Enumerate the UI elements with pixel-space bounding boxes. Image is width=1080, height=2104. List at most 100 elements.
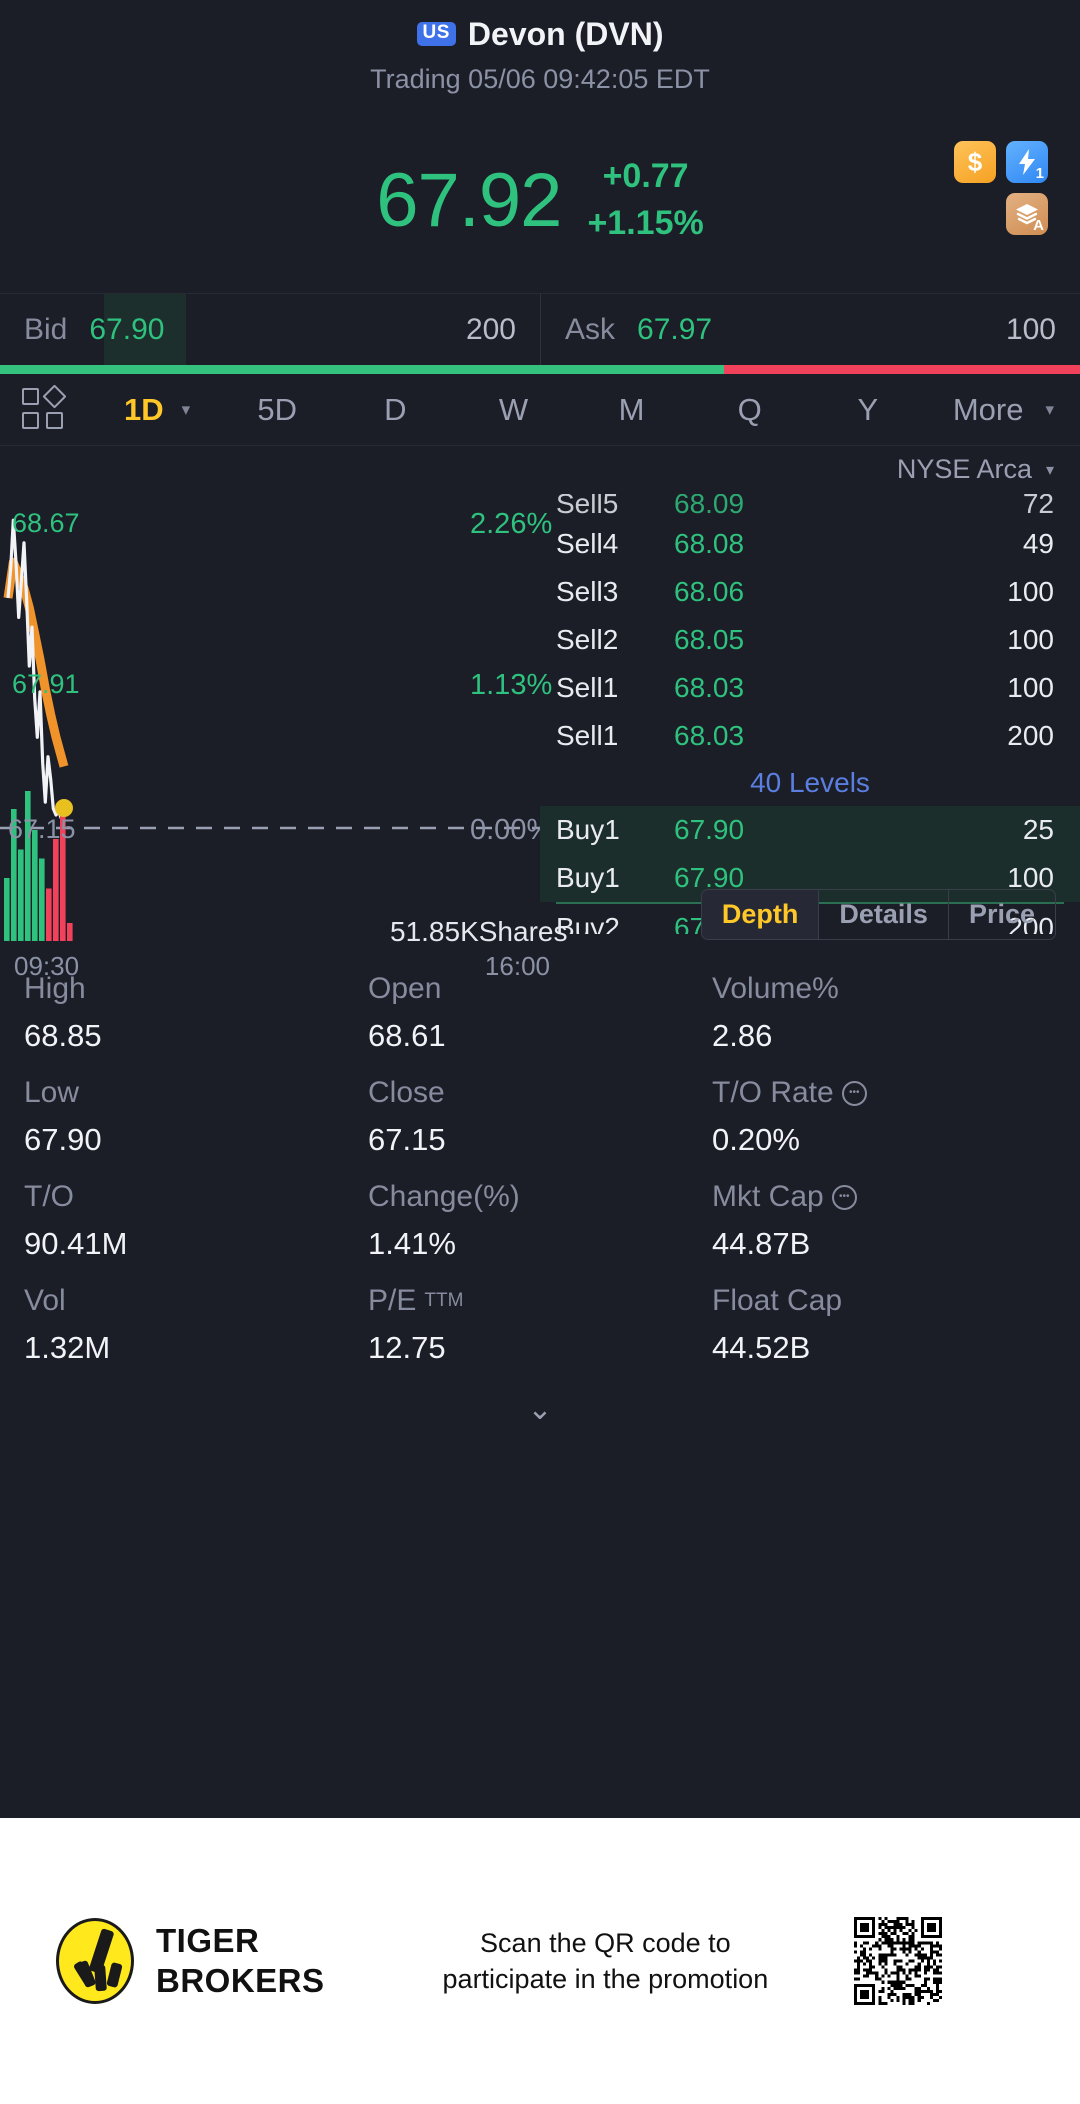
stat-key: Volume%: [712, 972, 1056, 1006]
chevron-down-icon-timeframe[interactable]: ▾: [181, 399, 191, 419]
venue-selector[interactable]: NYSE Arca ▾: [897, 454, 1054, 485]
bid-fill-highlight: [104, 294, 186, 365]
stat-key-label: Open: [368, 972, 442, 1005]
stat-cell: High 68.85: [24, 972, 368, 1054]
key-stats-grid: High 68.85 Open 68.61 Volume% 2.86 Low 67.90 Clo…: [0, 946, 1080, 1366]
stat-key-label: Change(%): [368, 1180, 520, 1213]
chart-pct-mid: 1.13%: [470, 669, 553, 701]
depth-row[interactable]: Sell1 68.03 100: [540, 664, 1080, 712]
stat-value: 0.20%: [712, 1122, 800, 1157]
chevron-down-icon-more[interactable]: ▾: [1045, 399, 1055, 419]
stat-key: High: [24, 972, 368, 1006]
tab-w[interactable]: W: [498, 391, 529, 427]
stat-key: Open: [368, 972, 712, 1006]
depth-row-price: 68.03: [674, 672, 745, 703]
ask-price: 67.97: [637, 312, 713, 346]
chart-label-mid: 67.91: [12, 669, 80, 699]
stat-key-label: High: [24, 972, 86, 1005]
stat-key-label: Close: [368, 1076, 445, 1109]
market-status-line: Trading 05/06 09:42:05 EDT: [370, 64, 710, 94]
change-block: +0.77 +1.15%: [587, 157, 703, 243]
depth-row-side: Sell3: [556, 576, 619, 607]
ratio-bar-green: [0, 365, 724, 374]
info-icon[interactable]: •••: [831, 1184, 857, 1210]
info-icon[interactable]: •••: [841, 1080, 867, 1106]
change-percent: +1.15%: [587, 204, 704, 242]
volume-shares-label: 51.85KShares: [390, 916, 568, 947]
expand-stats-chevron-down-icon[interactable]: ⌄: [527, 1393, 553, 1426]
tab-details[interactable]: Details: [818, 890, 948, 939]
tab-1d[interactable]: 1D: [124, 391, 164, 427]
depth-row[interactable]: Sell5 68.09 72: [540, 494, 1080, 520]
depth-row-qty: 25: [1022, 814, 1054, 845]
bid-size: 200: [465, 312, 516, 346]
lightning-badge-count: 1: [1035, 165, 1044, 182]
promo-line-2: participate in the promotion: [442, 1964, 769, 1994]
tab-y[interactable]: Y: [857, 391, 879, 427]
stat-value: 68.61: [368, 1018, 446, 1053]
chart-pct-base: 0.00%: [470, 814, 553, 846]
stat-value: 67.90: [24, 1122, 102, 1157]
dollar-badge-icon[interactable]: $: [954, 141, 996, 183]
tab-price[interactable]: Price: [947, 890, 1055, 939]
stat-cell: Float Cap 44.52B: [712, 1284, 1056, 1366]
depth-row[interactable]: Sell2 68.05 100: [540, 616, 1080, 664]
chevron-down-icon-venue: ▾: [1045, 461, 1054, 479]
depth-row-price: 68.09: [674, 494, 745, 519]
tab-depth[interactable]: Depth: [701, 890, 819, 939]
stat-key: Close: [368, 1076, 712, 1110]
depth-row-qty: 200: [1007, 912, 1054, 934]
chart-label-high: 68.67: [12, 508, 80, 538]
tab-5d[interactable]: 5D: [257, 391, 298, 427]
stat-key: P/E TTM: [368, 1284, 712, 1318]
stat-value: 67.15: [368, 1122, 446, 1157]
ask-cell[interactable]: Ask 67.97 100: [540, 294, 1080, 365]
qr-code-image: [854, 1915, 943, 2007]
stat-cell: Open 68.61: [368, 972, 712, 1054]
axis-time-end: 16:00: [484, 951, 550, 981]
depth-view-tabs: Depth Details Price: [700, 889, 1056, 940]
depth-row-side: Buy1: [556, 862, 620, 893]
depth-row[interactable]: Sell4 68.08 49: [540, 520, 1080, 568]
bid-price: 67.90: [89, 312, 165, 346]
symbol-title-row: US Devon (DVN): [0, 12, 1080, 56]
layers-badge-icon[interactable]: A: [1006, 193, 1048, 235]
depth-row-qty: 100: [1007, 624, 1054, 655]
lightning-badge-icon[interactable]: 1: [1006, 141, 1048, 183]
stat-key: Low: [24, 1076, 368, 1110]
depth-row[interactable]: Sell1 68.03 200: [540, 712, 1080, 760]
depth-levels-link[interactable]: 40 Levels: [750, 767, 870, 798]
brand-line-2: BROKERS: [156, 1962, 325, 1999]
stat-cell: P/E TTM 12.75: [368, 1284, 712, 1366]
stat-cell: Vol 1.32M: [24, 1284, 368, 1366]
market-flag-badge: US: [416, 22, 456, 46]
depth-row[interactable]: Sell3 68.06 100: [540, 568, 1080, 616]
tab-d[interactable]: D: [384, 391, 407, 427]
chart-pct-high: 2.26%: [470, 508, 553, 540]
last-price: 67.92: [376, 157, 562, 243]
grid-layout-icon[interactable]: [22, 383, 68, 433]
tab-more[interactable]: More: [952, 391, 1024, 427]
tab-q[interactable]: Q: [737, 391, 762, 427]
stat-cell: Close 67.15: [368, 1076, 712, 1158]
change-absolute: +0.77: [602, 157, 689, 195]
bid-cell[interactable]: Bid 67.90 200: [0, 294, 540, 365]
stat-key: T/O Rate •••: [712, 1076, 1056, 1110]
depth-row-qty: 100: [1007, 862, 1054, 893]
stat-key-label: Low: [24, 1076, 80, 1109]
depth-row[interactable]: Buy1 67.90 25: [540, 806, 1080, 854]
chart-time-axis: 09:30 16:00: [0, 951, 560, 982]
timeframe-tab-bar: 1D ▾ 5D D W M Q Y More ▾: [0, 374, 1080, 446]
stat-key-label: Float Cap: [712, 1284, 843, 1317]
stat-value: 44.87B: [712, 1226, 811, 1261]
intraday-chart[interactable]: 68.67 67.91 67.15 2.26% 1.13% 0.00% 51.8…: [0, 486, 720, 981]
tab-m[interactable]: M: [618, 391, 645, 427]
ask-label: Ask: [565, 312, 616, 346]
brand-name: TIGER BROKERS: [156, 1921, 325, 2002]
stat-key-label: T/O: [24, 1180, 74, 1213]
depth-row-price: 67.90: [674, 814, 745, 845]
order-book-depth-panel[interactable]: Sell5 68.09 72 Sell4 68.08 49 Sell3 68.06 100 Sel…: [540, 494, 1080, 934]
axis-time-start: 09:30: [14, 951, 80, 981]
depth-row-price: 67.90: [674, 862, 745, 893]
promo-line-1: Scan the QR code to: [480, 1927, 731, 1958]
